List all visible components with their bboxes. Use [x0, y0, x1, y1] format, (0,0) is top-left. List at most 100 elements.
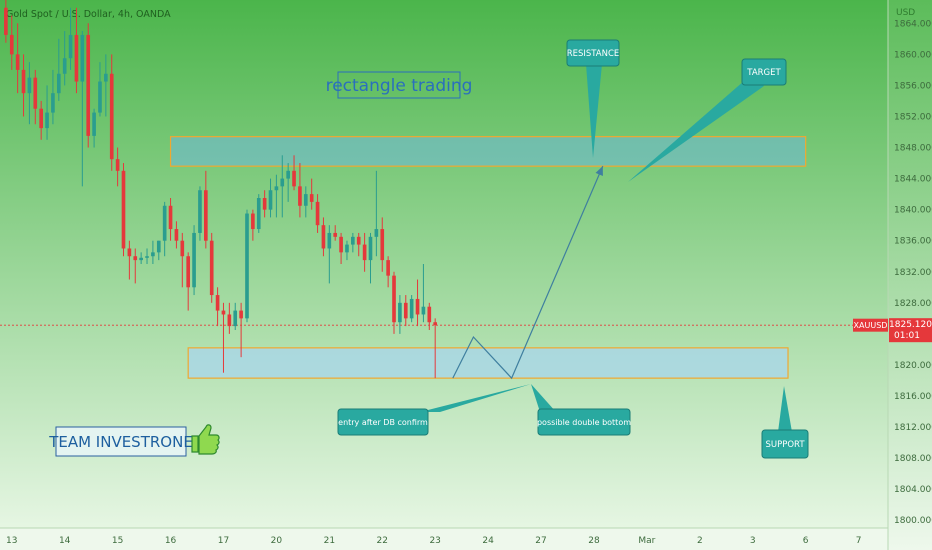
resistance-zone [169, 136, 807, 167]
entry-callout-pointer [420, 384, 531, 412]
candle-up [27, 77, 32, 94]
candle-down [39, 108, 43, 129]
chart-title: Gold Spot / U.S. Dollar, 4h, OANDA [6, 9, 171, 20]
candle-up [351, 236, 355, 245]
candle-down [174, 229, 179, 241]
candle-down [339, 236, 343, 253]
time-tick-label: 7 [856, 536, 862, 546]
symbol-tag [853, 318, 888, 332]
time-tick-label: 21 [324, 536, 335, 546]
time-tick-label: 28 [588, 536, 600, 546]
candle-down [186, 256, 191, 288]
candle-up [233, 310, 238, 327]
candle-down [133, 256, 138, 261]
time-tick-label: 22 [377, 536, 388, 546]
candle-up [145, 256, 149, 258]
candle-down [386, 260, 390, 276]
symbol-tag-label: XAUUSD [854, 321, 888, 330]
price-tick-label: 1844.000 [894, 175, 932, 185]
candle-up [274, 186, 279, 191]
candle-down [356, 236, 361, 245]
candle-up [104, 73, 108, 82]
candle-down [415, 298, 420, 315]
candle-down [86, 34, 91, 136]
candle-down [292, 170, 296, 187]
candle-down [221, 310, 226, 315]
candle-down [21, 69, 26, 94]
candle-down [380, 229, 385, 261]
candle-down [262, 198, 267, 210]
double-bottom-label: possible double bottom [537, 418, 631, 427]
team-label-box [55, 426, 187, 457]
candle-down [121, 170, 126, 249]
price-tick-label: 1820.000 [894, 361, 932, 371]
time-tick-label: Mar [638, 536, 655, 546]
candle-up [345, 244, 349, 253]
candle-up [256, 198, 261, 230]
team-label: TEAM INVESTRONE [48, 433, 193, 451]
projection-path [452, 165, 604, 380]
candle-down [239, 310, 243, 319]
price-tick-label: 1836.000 [894, 237, 932, 247]
time-tick-label: 23 [429, 536, 440, 546]
double-bottom-callout [537, 408, 631, 436]
candle-up [51, 93, 55, 113]
candle-down [15, 54, 20, 70]
time-tick-label: 3 [750, 536, 756, 546]
time-tick-label: 14 [59, 536, 71, 546]
currency-label: USD [896, 8, 915, 18]
candle-up [56, 73, 61, 94]
candle-up [368, 236, 373, 261]
candle-down [321, 225, 326, 249]
entry-callout [337, 408, 429, 436]
candle-up [398, 302, 402, 323]
time-tick-label: 27 [535, 536, 546, 546]
target-callout [741, 58, 787, 86]
price-axis: 1864.000 1860.000 1856.000 1852.000 1848.000… [894, 19, 932, 526]
time-tick-label: 15 [112, 536, 123, 546]
candle-down [298, 186, 302, 206]
candle-up [286, 170, 290, 179]
candle-down [204, 190, 208, 241]
price-axis-background [888, 0, 932, 550]
candle-up [92, 112, 96, 136]
candle-up [98, 81, 102, 113]
candle-up [198, 190, 202, 233]
candle-down [427, 306, 432, 323]
support-callout [761, 429, 809, 459]
time-axis-background [0, 528, 888, 550]
candle-up [162, 205, 167, 241]
candle-down [168, 205, 173, 230]
candle-up [156, 240, 161, 253]
candle-down [127, 248, 132, 257]
candle-up [80, 34, 85, 82]
thumbs-up-icon [191, 424, 220, 455]
time-tick-label: 20 [271, 536, 283, 546]
candle-down [215, 295, 220, 311]
price-tick-label: 1800.000 [894, 516, 932, 526]
price-tick-label: 1808.000 [894, 454, 932, 464]
price-tick-label: 1828.000 [894, 299, 932, 309]
candle-down [227, 314, 232, 327]
candle-up [62, 58, 67, 74]
countdown-label: 01:01 [894, 331, 920, 341]
candle-up [245, 213, 249, 319]
candle-down [180, 240, 185, 257]
price-tick-label: 1812.000 [894, 423, 932, 433]
projection-arrow-head [595, 166, 603, 177]
last-price-tag [889, 318, 932, 343]
candle-down [4, 7, 8, 35]
candles [4, 0, 438, 379]
price-tick-label: 1832.000 [894, 268, 932, 278]
price-tick-label: 1848.000 [894, 144, 932, 154]
candle-down [309, 194, 314, 202]
candle-up [374, 229, 379, 237]
candle-up [151, 252, 155, 257]
support-callout-pointer [778, 386, 792, 432]
candle-down [109, 73, 114, 160]
candle-down [403, 302, 408, 319]
price-tick-label: 1816.000 [894, 392, 932, 402]
target-callout-pointer [628, 74, 764, 182]
candle-down [251, 213, 255, 230]
time-axis: 13 14 15 16 17 20 21 22 23 24 27 28 Mar 2 3 6 7 [6, 536, 861, 546]
